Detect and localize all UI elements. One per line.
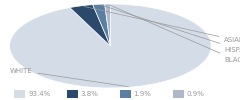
Wedge shape bbox=[93, 4, 110, 46]
Text: ASIAN: ASIAN bbox=[84, 6, 240, 43]
Bar bbox=[14, 90, 25, 98]
Bar bbox=[173, 90, 184, 98]
Bar bbox=[120, 90, 131, 98]
Wedge shape bbox=[105, 4, 110, 46]
Text: 93.4%: 93.4% bbox=[28, 91, 50, 97]
Text: HISPANIC: HISPANIC bbox=[101, 5, 240, 53]
Wedge shape bbox=[10, 4, 211, 88]
Text: 1.9%: 1.9% bbox=[134, 91, 151, 97]
Text: 3.8%: 3.8% bbox=[81, 91, 99, 97]
Bar bbox=[67, 90, 78, 98]
Text: BLACK: BLACK bbox=[110, 5, 240, 63]
Text: 0.9%: 0.9% bbox=[186, 91, 204, 97]
Text: WHITE: WHITE bbox=[10, 68, 128, 87]
Wedge shape bbox=[70, 5, 110, 46]
